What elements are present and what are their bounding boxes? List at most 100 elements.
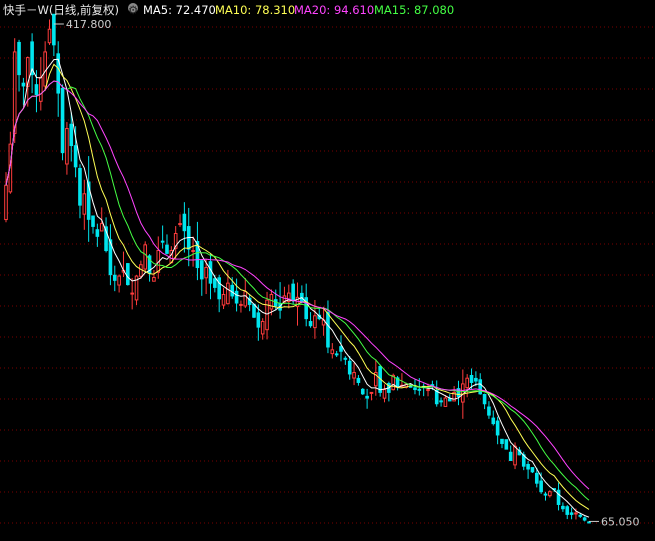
- candle-body: [587, 521, 591, 524]
- candle-body: [539, 480, 543, 493]
- candle-body: [239, 303, 243, 306]
- candle-body: [143, 244, 148, 270]
- candle-body: [60, 87, 65, 154]
- candle-body: [112, 274, 117, 281]
- candle-body: [417, 388, 422, 391]
- candle-body: [452, 391, 456, 402]
- candle-body: [208, 261, 213, 284]
- candle-body: [569, 512, 574, 515]
- candle-body: [165, 244, 169, 254]
- candle-body: [4, 184, 8, 221]
- candle-body: [104, 226, 108, 252]
- candle-body: [495, 420, 500, 436]
- candle-body: [256, 312, 261, 328]
- candle-body: [226, 282, 230, 305]
- candle-body: [286, 292, 291, 302]
- candle-body: [543, 493, 548, 496]
- candle-body: [330, 349, 335, 355]
- candle-body: [343, 357, 348, 360]
- candle-body: [474, 377, 478, 382]
- candle-body: [99, 223, 104, 232]
- candle-body: [574, 512, 578, 515]
- candle-body: [230, 284, 235, 297]
- candle-body: [334, 353, 339, 356]
- candle-body: [221, 294, 226, 306]
- stock-title[interactable]: 快手－W(日线,前复权): [3, 3, 119, 17]
- candle-body: [39, 76, 43, 102]
- candle-body: [95, 229, 100, 237]
- ma20-line: [5, 80, 590, 490]
- candle-body: [339, 346, 343, 352]
- candle-body: [491, 417, 496, 425]
- candle-body: [478, 379, 483, 395]
- candle-body: [43, 51, 47, 87]
- candle-body: [204, 267, 208, 279]
- low-price-label: 65.050: [601, 515, 640, 528]
- candle-body: [30, 41, 34, 76]
- candle-body: [182, 213, 187, 232]
- candle-body: [195, 240, 200, 269]
- candle-body: [548, 491, 552, 497]
- candle-body: [556, 489, 561, 505]
- candle-body: [508, 451, 513, 461]
- candle-body: [500, 438, 504, 444]
- candle-body: [439, 400, 443, 403]
- candle-body: [139, 264, 143, 277]
- candle-body: [434, 389, 439, 405]
- ma20-value: MA20: 94.610: [294, 3, 375, 17]
- candle-body: [173, 233, 178, 249]
- candle-body: [408, 385, 413, 388]
- candle-body: [65, 128, 69, 165]
- candle-body: [82, 193, 87, 215]
- candle-body: [17, 41, 21, 76]
- candle-body: [126, 263, 130, 286]
- settings-gear-icon[interactable]: ⚙: [128, 3, 139, 17]
- candle-body: [356, 377, 361, 383]
- candle-body: [513, 445, 517, 466]
- candle-body: [78, 167, 82, 206]
- candle-body: [21, 82, 26, 87]
- candle-body: [69, 123, 74, 147]
- candle-body: [465, 377, 469, 389]
- candle-body: [12, 51, 17, 134]
- candle-body: [365, 395, 369, 399]
- candle-body: [91, 215, 95, 227]
- candle-body: [565, 506, 570, 515]
- candle-body: [487, 406, 491, 416]
- candle-body: [269, 294, 274, 310]
- candle-body: [291, 283, 295, 301]
- candle-body: [152, 276, 156, 282]
- candle-body: [561, 505, 565, 510]
- candle-body: [130, 292, 134, 295]
- candle-body: [313, 315, 317, 329]
- candle-body: [326, 312, 330, 348]
- candle-body: [56, 53, 61, 94]
- candle-body: [352, 372, 356, 379]
- candle-body: [360, 388, 365, 395]
- candle-body: [86, 181, 91, 220]
- ma5-value: MA5: 72.470: [143, 3, 216, 17]
- candle-body: [578, 514, 583, 517]
- candle-body: [52, 13, 56, 46]
- candle-body: [443, 397, 448, 407]
- chart-header: 快手－W(日线,前复权) ⚙ MA5: 72.470 MA10: 78.310 …: [0, 0, 655, 20]
- candle-body: [504, 439, 509, 450]
- ma10-value: MA10: 78.310: [215, 3, 296, 17]
- candle-body: [8, 143, 13, 193]
- high-price-label: 417.800: [66, 18, 112, 31]
- candle-body: [160, 240, 165, 243]
- candle-body: [530, 467, 535, 473]
- candle-body: [243, 291, 248, 307]
- candle-body: [134, 275, 139, 301]
- candle-body: [178, 223, 182, 226]
- candle-body: [447, 398, 452, 402]
- candle-body: [534, 472, 539, 484]
- candle-body: [391, 374, 396, 391]
- candle-body: [234, 290, 239, 304]
- candle-body: [582, 517, 587, 521]
- candle-body: [252, 303, 256, 318]
- candle-body: [482, 394, 487, 405]
- candle-body: [265, 299, 269, 331]
